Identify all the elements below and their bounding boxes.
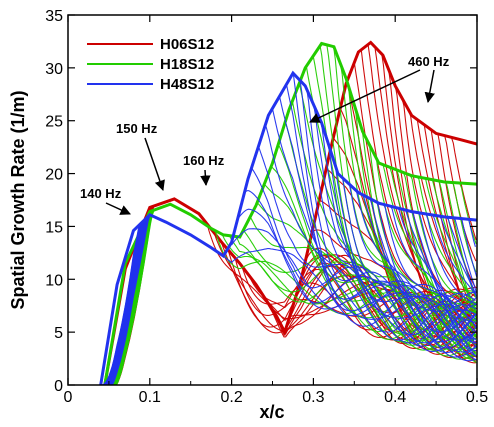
curve-family-group bbox=[99, 40, 477, 385]
y-axis-label: Spatial Growth Rate (1/m) bbox=[8, 90, 28, 309]
frequency-annotations: 140 Hz 150 Hz 160 Hz 460 Hz bbox=[80, 54, 450, 215]
annotation-arrow bbox=[200, 169, 211, 187]
y-tick-label: 0 bbox=[54, 378, 63, 395]
y-tick-label: 25 bbox=[45, 114, 63, 131]
annotation-label: 160 Hz bbox=[183, 153, 225, 168]
x-axis-label: x/c bbox=[259, 402, 284, 422]
x-tick-label: 0.3 bbox=[302, 389, 324, 406]
annotation-arrow bbox=[144, 137, 165, 191]
series-h48s12-curves bbox=[99, 70, 477, 385]
series-curve bbox=[108, 184, 477, 385]
annotation-arrow bbox=[105, 202, 131, 215]
x-tick-label: 0.4 bbox=[384, 389, 406, 406]
series-envelope-line bbox=[103, 41, 477, 385]
annotation-arrow bbox=[424, 69, 435, 104]
y-tick-label: 20 bbox=[45, 167, 63, 184]
axis-ticks: 0 0.1 0.2 0.3 0.4 0.5 0 5 10 15 20 25 30 35 bbox=[45, 8, 488, 406]
annotation-label: 150 Hz bbox=[116, 121, 158, 136]
x-tick-label: 0.1 bbox=[139, 389, 161, 406]
legend: H06S12 H18S12 H48S12 bbox=[87, 36, 214, 93]
x-tick-label: 0.2 bbox=[220, 389, 242, 406]
x-tick-label: 0 bbox=[64, 389, 73, 406]
legend-label: H18S12 bbox=[160, 56, 214, 73]
y-tick-label: 15 bbox=[45, 219, 63, 236]
series-envelope-line bbox=[103, 40, 477, 385]
y-tick-label: 30 bbox=[45, 61, 63, 78]
y-tick-label: 35 bbox=[45, 8, 63, 25]
annotation-arrow bbox=[309, 69, 421, 123]
legend-label: H48S12 bbox=[160, 76, 214, 93]
x-tick-label: 0.5 bbox=[466, 389, 488, 406]
annotation-label: 460 Hz bbox=[408, 54, 450, 69]
annotation-label: 140 Hz bbox=[80, 186, 122, 201]
y-tick-label: 10 bbox=[45, 272, 63, 289]
legend-label: H06S12 bbox=[160, 36, 214, 53]
series-envelope-line bbox=[99, 70, 477, 385]
y-tick-label: 5 bbox=[54, 325, 63, 342]
